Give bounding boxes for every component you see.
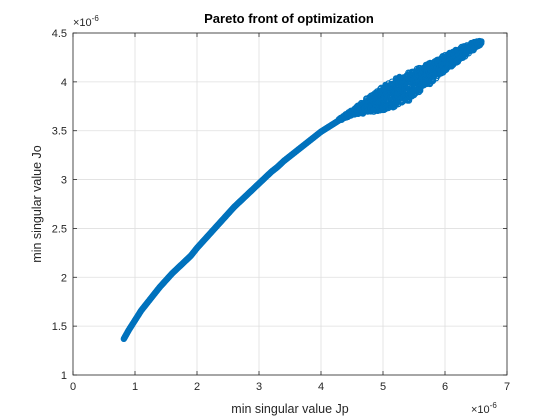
x-tick-label: 5 (380, 381, 386, 393)
y-axis: 1 1.5 2 2.5 3 3.5 4 4.5 (52, 28, 507, 382)
x-tick-label: 4 (318, 381, 324, 393)
x-tick-label: 3 (256, 381, 262, 393)
data-point (477, 39, 485, 46)
x-tick-label: 1 (132, 381, 138, 393)
scatter-points (120, 37, 485, 343)
y-tick-label: 2 (61, 272, 67, 284)
y-tick-label: 1.5 (52, 321, 67, 333)
y-axis-exponent: ×10-6 (73, 14, 99, 29)
x-axis: 0 1 2 3 4 5 6 7 (70, 33, 510, 393)
chart-title: Pareto front of optimization (204, 11, 374, 26)
y-tick-label: 4.5 (52, 28, 67, 40)
y-tick-label: 1 (61, 370, 67, 382)
y-tick-label: 4 (61, 77, 67, 89)
x-tick-label: 0 (70, 381, 76, 393)
y-axis-label: min singular value Jo (30, 145, 44, 262)
y-tick-label: 3.5 (52, 126, 67, 138)
plot-area-border (72, 32, 508, 376)
x-tick-label: 7 (504, 381, 510, 393)
x-tick-label: 6 (442, 381, 448, 393)
x-axis-exponent: ×10-6 (471, 401, 497, 416)
x-axis-label: min singular value Jp (231, 402, 348, 416)
y-tick-label: 2.5 (52, 223, 67, 235)
y-tick-label: 3 (61, 175, 67, 187)
x-tick-label: 2 (194, 381, 200, 393)
data-point (416, 87, 424, 94)
